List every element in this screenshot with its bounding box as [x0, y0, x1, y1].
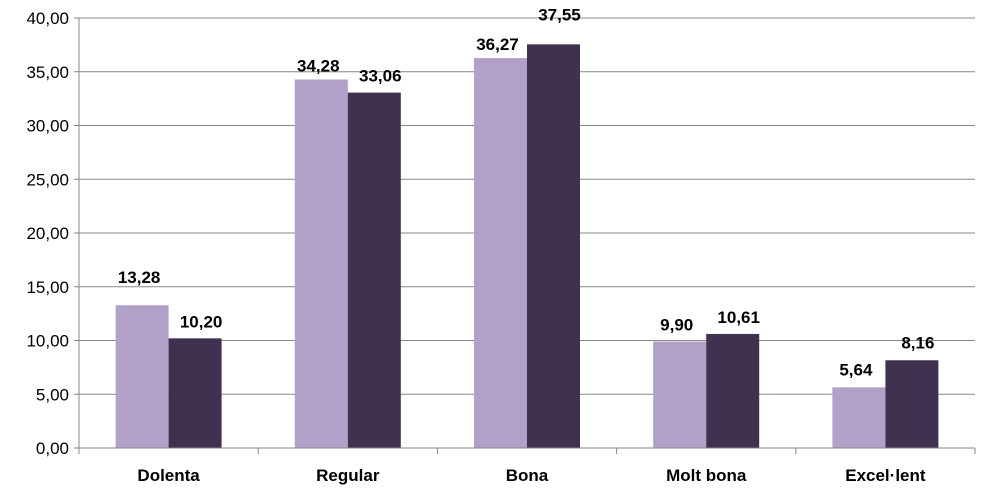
- bar: [168, 338, 222, 448]
- bar: [347, 92, 401, 448]
- bars: [115, 44, 939, 449]
- data-label: 33,06: [359, 67, 402, 86]
- data-label: 10,61: [717, 308, 760, 327]
- y-tick-label: 0,00: [36, 439, 69, 458]
- y-tick-label: 5,00: [36, 385, 69, 404]
- data-label: 36,27: [476, 35, 519, 54]
- bar: [527, 44, 580, 449]
- data-label: 8,16: [901, 333, 934, 352]
- y-tick-label: 30,00: [26, 117, 69, 136]
- bar: [653, 341, 707, 448]
- bar: [885, 360, 939, 448]
- y-tick-label: 40,00: [26, 9, 69, 28]
- y-tick-label: 25,00: [26, 170, 69, 189]
- bar: [706, 333, 760, 448]
- y-tick-label: 35,00: [26, 63, 69, 82]
- x-category-label: Molt bona: [666, 466, 747, 485]
- x-category-label: Excel·lent: [845, 466, 926, 485]
- bar: [115, 305, 169, 448]
- bar: [294, 79, 348, 449]
- axes: [74, 17, 976, 454]
- data-label: 10,20: [180, 312, 223, 331]
- data-label: 34,28: [297, 56, 340, 75]
- data-label: 5,64: [839, 360, 873, 379]
- x-category-label: Bona: [506, 466, 549, 485]
- x-category-label: Regular: [316, 466, 380, 485]
- labels: 0,00 5,00 10,00 15,00 20,00 25,00 30,00 35,00 40…: [26, 5, 934, 485]
- y-tick-label: 15,00: [26, 278, 69, 297]
- y-tick-label: 10,00: [26, 332, 69, 351]
- x-category-label: Dolenta: [137, 466, 200, 485]
- data-label: 37,55: [538, 5, 581, 24]
- bar: [832, 387, 886, 448]
- y-tick-label: 20,00: [26, 224, 69, 243]
- bar: [474, 58, 527, 448]
- data-label: 13,28: [118, 268, 161, 287]
- data-label: 9,90: [660, 316, 693, 335]
